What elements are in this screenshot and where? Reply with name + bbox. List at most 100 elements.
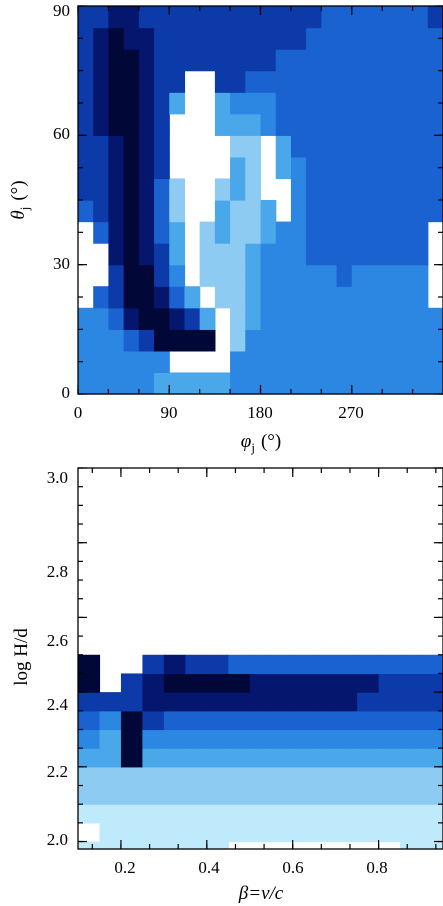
- bottom-heatmap-cell: [378, 710, 401, 731]
- top-heatmap-cell: [290, 372, 307, 395]
- bottom-heatmap-cell: [142, 841, 165, 850]
- top-heatmap-cell: [275, 156, 292, 180]
- bottom-heatmap-cell: [421, 729, 443, 749]
- bottom-heatmap-cell: [142, 748, 165, 768]
- top-heatmap-cell: [108, 350, 125, 374]
- top-heatmap-cell: [290, 113, 307, 136]
- bottom-heatmap-cell: [142, 785, 165, 805]
- top-heatmap-cell: [230, 135, 246, 158]
- top-heatmap-cell: [427, 70, 443, 93]
- top-heatmap-cell: [412, 329, 429, 352]
- top-heatmap-cell: [306, 329, 322, 352]
- top-heatmap-cell: [427, 156, 443, 180]
- top-heatmap-cell: [214, 27, 231, 50]
- top-heatmap-cell: [230, 243, 246, 266]
- top-heatmap-cell: [412, 286, 429, 309]
- top-heatmap-cell: [427, 200, 443, 223]
- bottom-heatmap-cells: [78, 654, 443, 850]
- top-heatmap-cell: [154, 243, 170, 266]
- top-heatmap-cell: [321, 221, 338, 244]
- top-xtick-label: 0: [74, 403, 83, 422]
- top-heatmap-cell: [230, 6, 246, 29]
- bottom-heatmap-cell: [120, 766, 144, 787]
- bottom-heatmap-cell: [120, 729, 144, 749]
- top-heatmap-cell: [382, 350, 398, 374]
- bottom-heatmap-cell: [271, 822, 294, 843]
- bottom-heatmap-cell: [378, 822, 401, 843]
- bottom-heatmap-cell: [78, 841, 101, 850]
- top-heatmap-cell: [427, 372, 443, 395]
- top-heatmap-cell: [154, 135, 170, 158]
- top-axis-ticks: [77, 5, 443, 395]
- bottom-heatmap-cell: [421, 710, 443, 731]
- bottom-heatmap-cell: [292, 673, 315, 693]
- bottom-heatmap-cell: [292, 729, 315, 749]
- top-heatmap-cell: [230, 156, 246, 180]
- top-heatmap-cell: [412, 27, 429, 50]
- bottom-xtick-label: 0.6: [282, 858, 303, 877]
- top-heatmap-cell: [366, 156, 383, 180]
- top-heatmap-cell: [336, 221, 353, 244]
- top-heatmap-cell: [275, 6, 292, 29]
- bottom-heatmap-cell: [335, 766, 358, 787]
- top-heatmap-cell: [321, 329, 338, 352]
- top-heatmap-cell: [366, 200, 383, 223]
- bottom-heatmap-cell: [335, 748, 358, 768]
- bottom-heatmap-cell: [421, 841, 443, 850]
- top-heatmap-cell: [108, 286, 125, 309]
- top-heatmap-cell: [336, 6, 353, 29]
- top-heatmap-cell: [366, 70, 383, 93]
- top-heatmap-cell: [290, 350, 307, 374]
- top-heatmap-cell: [275, 70, 292, 93]
- top-heatmap-cell: [351, 329, 368, 352]
- bottom-heatmap-cell: [78, 729, 101, 749]
- bottom-heatmap-cell: [357, 785, 380, 805]
- top-heatmap-cell: [230, 200, 246, 223]
- top-heatmap-cell: [184, 329, 201, 352]
- top-heatmap-cell: [260, 200, 277, 223]
- top-heatmap-cell: [169, 92, 186, 115]
- bottom-heatmap-cell: [314, 804, 337, 824]
- top-heatmap-cell: [290, 6, 307, 29]
- top-ytick-label: 90: [53, 1, 70, 20]
- bottom-heatmap-cell: [400, 654, 423, 675]
- bottom-heatmap-cell: [99, 748, 122, 768]
- top-heatmap-cell: [154, 221, 170, 244]
- bottom-heatmap-cell: [228, 654, 251, 675]
- top-heatmap-cell: [260, 221, 277, 244]
- bottom-heatmap-cell: [378, 729, 401, 749]
- top-heatmap-cell: [138, 178, 155, 201]
- top-heatmap-cell: [412, 113, 429, 136]
- top-heatmap-cell: [366, 329, 383, 352]
- top-heatmap-cell: [138, 286, 155, 309]
- top-heatmap-cell: [108, 92, 125, 115]
- top-heatmap-cell: [306, 200, 322, 223]
- bottom-heatmap-cell: [185, 729, 208, 749]
- bottom-heatmap-cell: [185, 654, 208, 675]
- top-heatmap-cell: [382, 264, 398, 287]
- top-heatmap-cell: [275, 113, 292, 136]
- top-heatmap-cell: [290, 329, 307, 352]
- bottom-heatmap-cell: [228, 766, 251, 787]
- bottom-axis-ticks: [78, 467, 443, 849]
- bottom-heatmap-cell: [378, 673, 401, 693]
- top-heatmap-cell: [78, 329, 94, 352]
- top-heatmap-cell: [93, 92, 110, 115]
- top-heatmap-cell: [123, 286, 140, 309]
- top-heatmap-cell: [366, 243, 383, 266]
- bottom-heatmap-cell: [142, 692, 165, 712]
- top-heatmap-cell: [245, 307, 262, 330]
- top-heatmap-cell: [93, 49, 110, 72]
- top-heatmap-cell: [412, 6, 429, 29]
- bottom-heatmap-cell: [421, 822, 443, 843]
- top-heatmap-cell: [245, 264, 262, 287]
- top-heatmap-cell: [230, 307, 246, 330]
- bottom-xtick-label: 0.4: [198, 858, 220, 877]
- top-heatmap-cell: [245, 113, 262, 136]
- top-heatmap-cell: [138, 329, 155, 352]
- top-heatmap-cell: [336, 243, 353, 266]
- top-heatmap-cell: [169, 243, 186, 266]
- bottom-heatmap-cell: [249, 692, 272, 712]
- top-heatmap-cell: [169, 221, 186, 244]
